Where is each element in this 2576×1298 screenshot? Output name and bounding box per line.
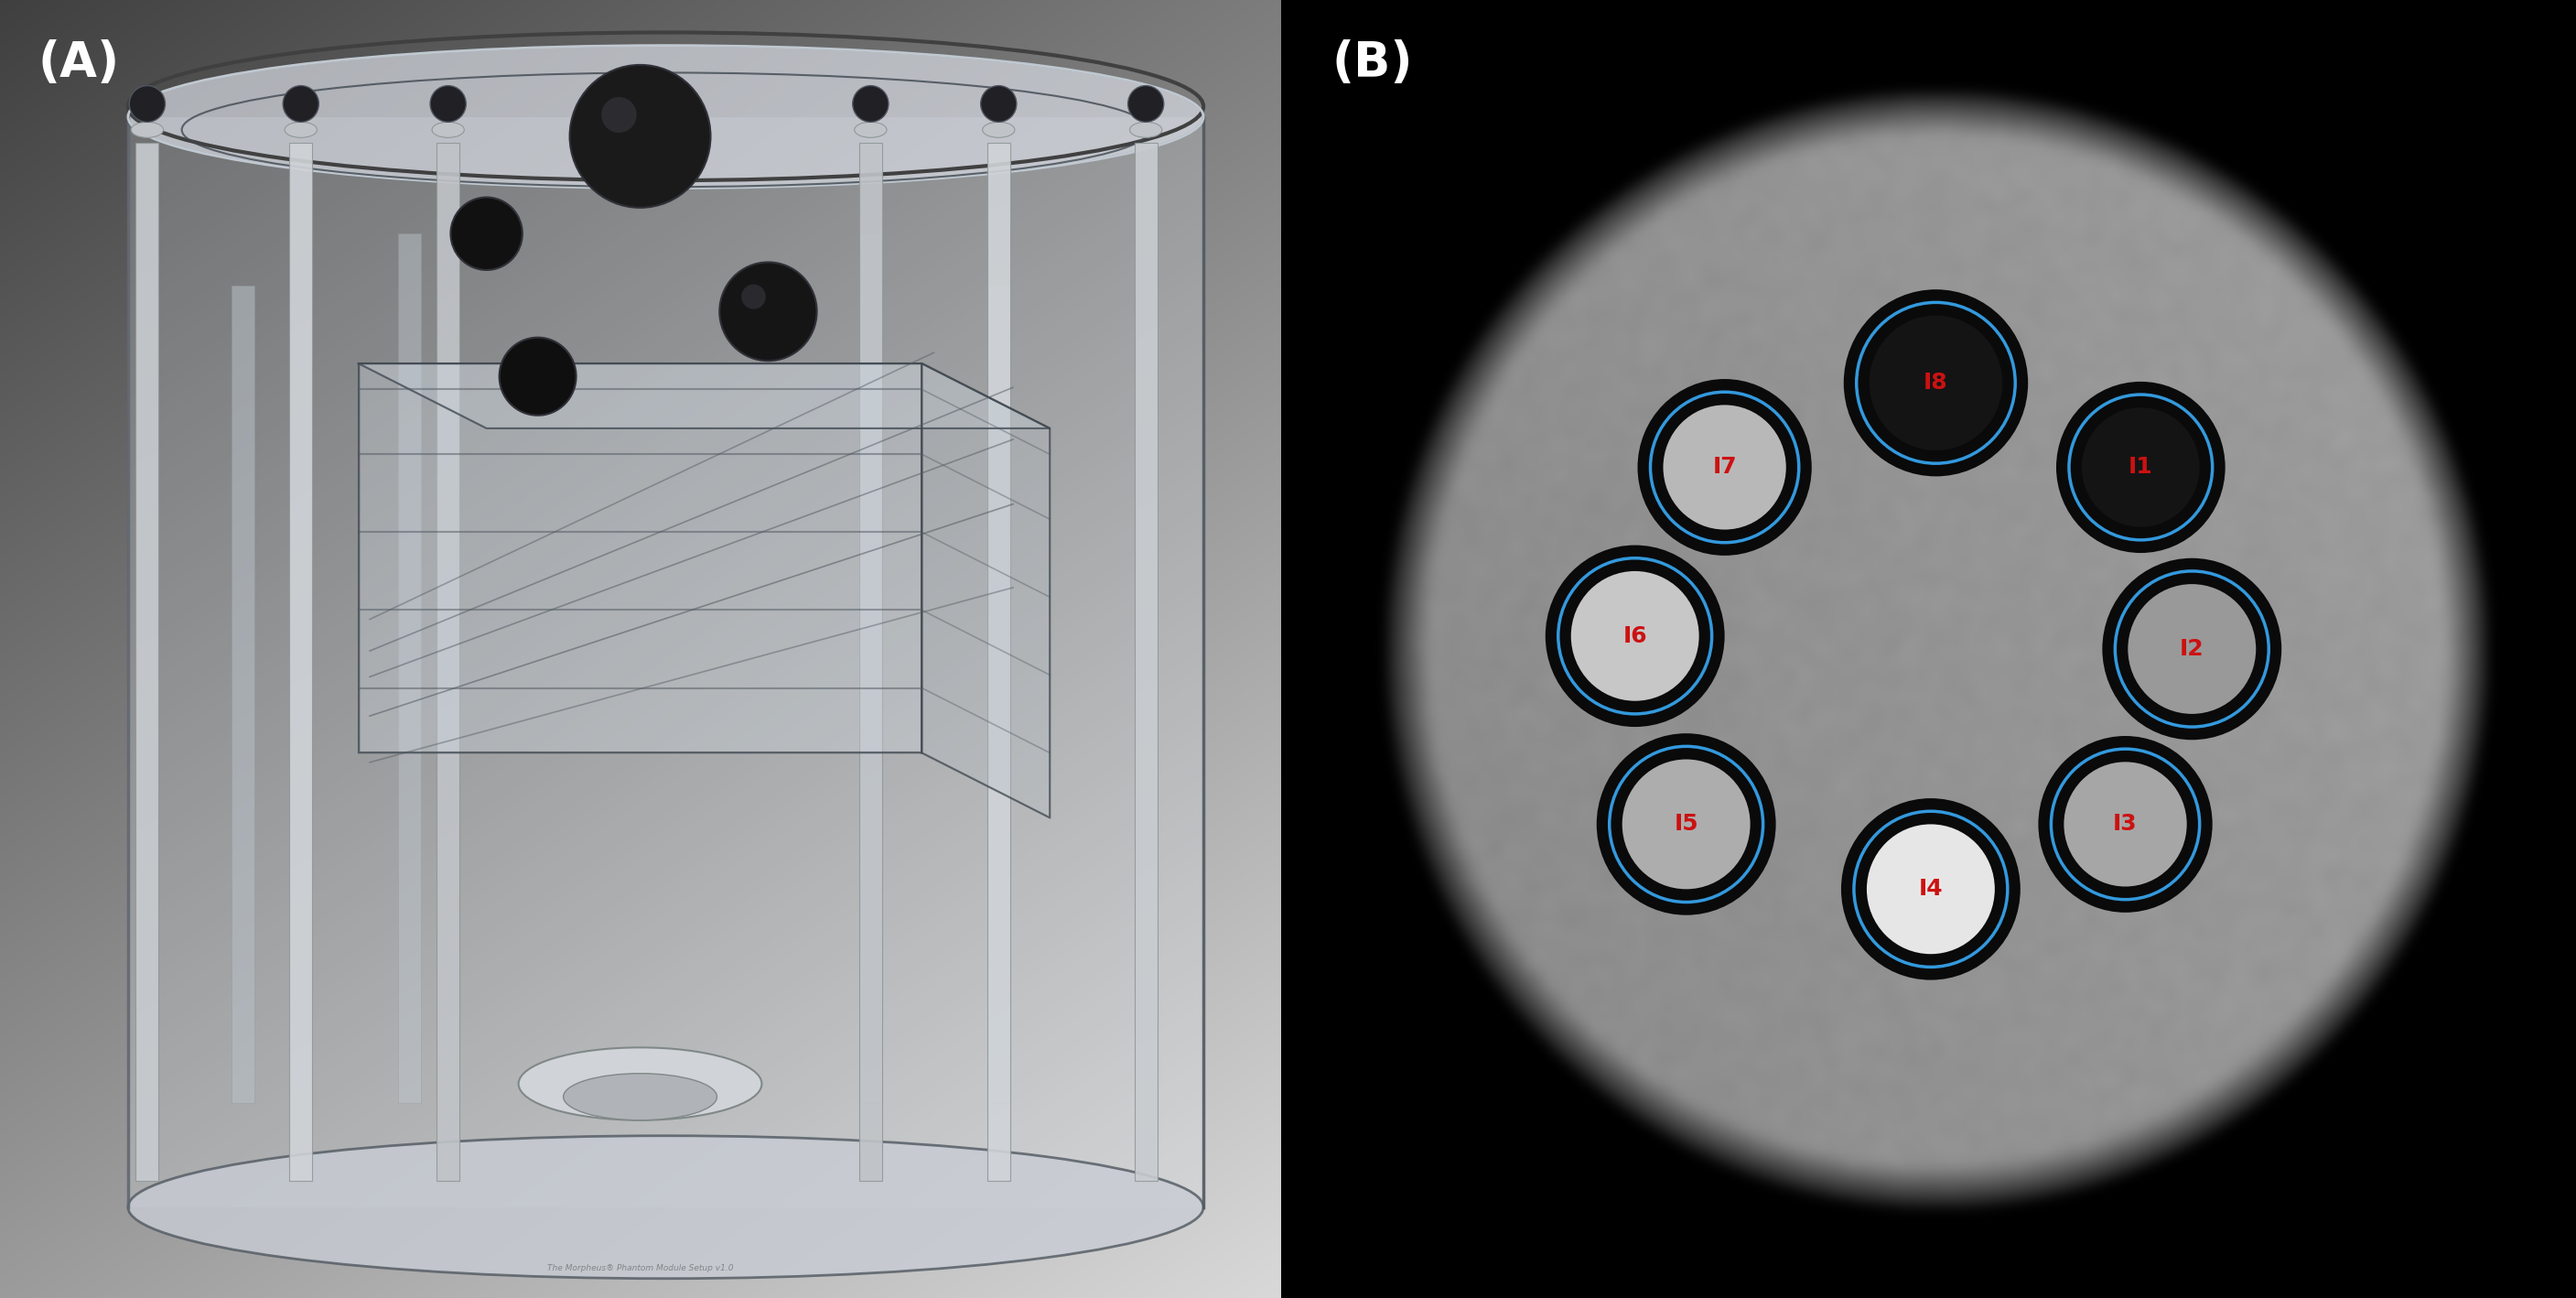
Text: The Morpheus® Phantom Module Setup v1.0: The Morpheus® Phantom Module Setup v1.0 <box>546 1264 734 1272</box>
Text: I5: I5 <box>1674 814 1698 835</box>
Ellipse shape <box>131 122 162 138</box>
Circle shape <box>2102 558 2282 740</box>
Bar <box>399 234 422 1103</box>
Text: I8: I8 <box>1924 373 1947 393</box>
Bar <box>435 143 459 1181</box>
Circle shape <box>500 337 577 415</box>
Circle shape <box>600 97 636 132</box>
Polygon shape <box>358 363 922 753</box>
Circle shape <box>719 262 817 361</box>
Circle shape <box>1571 571 1700 701</box>
Text: I7: I7 <box>1713 457 1736 478</box>
Circle shape <box>1870 315 2002 450</box>
Bar <box>987 286 1010 1103</box>
Ellipse shape <box>286 122 317 138</box>
Circle shape <box>2081 408 2200 527</box>
Circle shape <box>1623 759 1749 889</box>
Text: (A): (A) <box>39 39 121 87</box>
Bar <box>129 117 1203 1207</box>
Bar <box>289 143 312 1181</box>
Circle shape <box>1664 405 1785 530</box>
Ellipse shape <box>981 122 1015 138</box>
Circle shape <box>2063 762 2187 887</box>
Ellipse shape <box>855 122 886 138</box>
Ellipse shape <box>129 45 1203 188</box>
Circle shape <box>1844 289 2027 476</box>
Ellipse shape <box>518 1047 762 1120</box>
Circle shape <box>981 86 1018 122</box>
Ellipse shape <box>564 1073 716 1120</box>
Circle shape <box>1638 379 1811 556</box>
Polygon shape <box>922 363 1051 818</box>
Ellipse shape <box>1131 122 1162 138</box>
Circle shape <box>451 197 523 270</box>
Circle shape <box>853 86 889 122</box>
Text: I6: I6 <box>1623 626 1646 646</box>
Circle shape <box>1868 824 1994 954</box>
Ellipse shape <box>129 1136 1203 1279</box>
Circle shape <box>569 65 711 208</box>
Circle shape <box>1842 798 2020 980</box>
Circle shape <box>283 86 319 122</box>
Bar <box>1133 143 1157 1181</box>
Bar <box>858 234 881 1103</box>
Circle shape <box>129 86 165 122</box>
Bar <box>137 143 160 1181</box>
Circle shape <box>2128 584 2257 714</box>
Text: (B): (B) <box>1332 39 1412 87</box>
Polygon shape <box>358 363 1051 428</box>
Circle shape <box>430 86 466 122</box>
Circle shape <box>1128 86 1164 122</box>
Circle shape <box>2056 382 2226 553</box>
Circle shape <box>742 284 765 309</box>
Text: I1: I1 <box>2128 457 2154 478</box>
Ellipse shape <box>433 122 464 138</box>
Bar <box>858 143 881 1181</box>
Bar <box>987 143 1010 1181</box>
Circle shape <box>1546 545 1723 727</box>
Circle shape <box>1597 733 1775 915</box>
Text: I3: I3 <box>2112 814 2138 835</box>
Circle shape <box>2038 736 2213 912</box>
Text: I2: I2 <box>2179 639 2205 659</box>
Bar <box>232 286 255 1103</box>
Text: I4: I4 <box>1919 879 1942 900</box>
